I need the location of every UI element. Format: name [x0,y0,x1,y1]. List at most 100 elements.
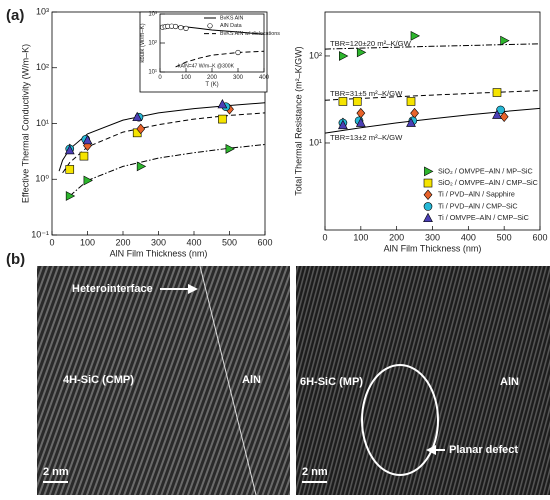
marker [410,107,419,119]
fit-curve [62,112,266,174]
marker [496,105,505,115]
marker [355,117,366,127]
annotation: kAlN=47 W/m–K @300K [178,63,235,69]
image-label: 4H-SiC (CMP) [63,374,134,386]
marker [79,151,89,161]
fit-curve [324,43,541,50]
panel-label: (b) [6,251,25,268]
marker [406,117,416,127]
y-axis-title: kbulk (W/m–K) [140,23,146,62]
x-tick-label: 300 [151,237,166,247]
y-tick-label: 10² [148,41,157,47]
x-axis-title: AlN Film Thickness (nm) [110,248,208,258]
marker [492,109,502,119]
x-tick-label: 400 [461,232,476,242]
image-label: AlN [242,374,261,386]
marker [339,51,349,61]
y-axis-title: Effective Thermal Conductivity (W/m–K) [20,44,30,203]
interface-line [199,265,257,496]
annotation: TBR=120±20 m²–K/GW [330,39,412,48]
fit-curve [58,102,266,172]
x-tick-label: 200 [207,75,218,81]
marker [338,119,348,130]
y-tick-label: 10² [309,50,322,60]
marker [65,165,75,174]
marker [82,134,93,145]
legend-marker [423,189,433,201]
marker [183,25,189,31]
marker [218,114,227,124]
arrow-head [426,445,436,455]
legend-label: BvKS AlN w/ dislocations [220,31,280,37]
x-tick-label: 400 [186,237,201,247]
legend-label: Ti / PVD–AlN / Sapphire [438,190,515,199]
legend-marker [207,23,213,29]
marker [64,144,75,155]
tem-image [37,266,290,495]
image-label: Planar defect [449,444,518,456]
image-label: 2 nm [43,466,69,478]
x-tick-label: 100 [353,232,368,242]
image-label: Heterointerface [72,283,153,295]
x-tick-label: 0 [49,237,54,247]
x-axis-title: T (K) [205,82,218,88]
x-tick-label: 200 [389,232,404,242]
marker [132,111,143,122]
y-tick-label: 10¹ [309,137,322,147]
x-tick-label: 600 [532,232,547,242]
marker [410,31,421,41]
marker [136,123,146,135]
fit-curve [175,50,265,68]
marker [83,175,93,186]
x-tick-label: 300 [425,232,440,242]
x-tick-label: 100 [181,75,192,81]
marker [178,24,184,31]
fit-curve [69,144,266,197]
legend-marker [423,212,433,223]
y-tick-label: 10³ [36,6,49,16]
marker [492,88,502,97]
marker [500,35,510,46]
legend-marker [424,166,434,177]
marker [356,47,367,58]
marker [173,23,179,30]
marker [338,97,348,106]
x-tick-label: 100 [80,237,95,247]
legend-marker [423,178,433,188]
annotation: TBR=31±5 m²–K/GW [330,89,403,98]
legend-label: Ti / PVD–AlN / CMP–SiC [438,201,518,210]
x-tick-label: 500 [497,232,512,242]
marker [235,49,241,56]
marker [65,191,76,201]
y-tick-label: 10⁰ [35,174,49,184]
image-label: AlN [500,376,519,388]
x-tick-label: 200 [115,237,130,247]
marker [356,107,366,119]
x-tick-label: 300 [233,75,244,81]
legend-label: BvKS AlN [220,15,243,21]
marker [499,111,509,123]
x-axis-title: AlN Film Thickness (nm) [384,243,482,253]
y-tick-label: 10¹ [36,118,49,128]
panel-label: (a) [6,7,24,24]
y-tick-label: 10³ [148,12,157,18]
x-tick-label: 500 [222,237,237,247]
defect-circle [361,364,439,476]
y-axis-title: Total Thermal Resistance (m²–K/GW) [293,46,303,195]
legend-label: Ti / OMVPE–AlN / CMP–SiC [438,213,529,222]
y-tick-label: 10¹ [148,70,157,76]
marker [136,161,147,172]
tem-image [296,266,550,495]
marker [352,97,362,106]
legend-label: SiO₂ / OMVPE–AlN / CMP–SiC [438,178,538,187]
legend-label: SiO₂ / OMVPE–AlN / MP–SiC [438,166,533,175]
image-label: 2 nm [302,466,328,478]
marker [217,98,228,109]
arrow-head [188,284,198,294]
x-tick-label: 400 [259,75,270,81]
x-tick-label: 600 [257,237,272,247]
marker [406,97,416,106]
y-tick-label: 10² [36,62,49,72]
y-tick-label: 10⁻¹ [31,229,49,239]
